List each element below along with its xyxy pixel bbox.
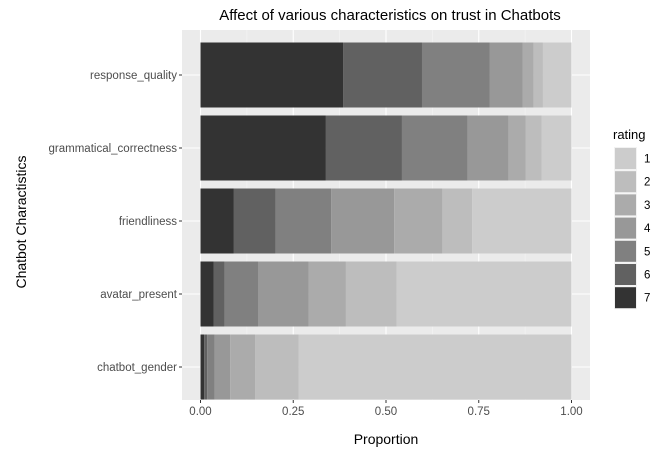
- y-axis: response_quality grammatical_correctnessf…: [49, 70, 182, 374]
- bar-segment-avatar_present-rating-4: [258, 261, 309, 327]
- bar-segment-response_quality-rating-2: [533, 42, 543, 108]
- bar-segment-response_quality-rating-6: [343, 42, 422, 108]
- bar-segment-avatar_present-rating-1: [396, 261, 572, 327]
- chart-title: Affect of various characteristics on tru…: [219, 7, 561, 24]
- bar-segment-chatbot_gender-rating-4: [214, 334, 231, 400]
- x-tick-label: 0.50: [375, 406, 397, 418]
- bar-segment-grammatical_correctness-rating-4: [467, 115, 509, 181]
- legend-swatch-5: [615, 240, 636, 262]
- y-tick-label: avatar_present: [100, 289, 178, 301]
- legend-swatch-7: [615, 287, 636, 309]
- bars: [200, 42, 572, 400]
- x-tick-label: 1.00: [560, 406, 582, 418]
- bar-segment-friendliness-rating-4: [331, 188, 395, 254]
- y-tick-label: friendliness: [119, 216, 177, 228]
- bar-segment-chatbot_gender-rating-2: [255, 334, 299, 400]
- bar-segment-chatbot_gender-rating-6: [204, 334, 208, 400]
- bar-segment-response_quality-rating-1: [542, 42, 572, 108]
- legend-swatch-1: [615, 148, 636, 169]
- x-axis: 0.00 0.25 0.50 0.75 1.00: [189, 400, 583, 418]
- bar-segment-response_quality-rating-4: [489, 42, 523, 108]
- bar-segment-avatar_present-rating-6: [213, 261, 225, 327]
- bar-segment-response_quality-rating-3: [522, 42, 534, 108]
- bar-segment-friendliness-rating-2: [442, 188, 473, 254]
- bar-segment-friendliness-rating-7: [200, 188, 234, 254]
- legend-label: 2: [644, 177, 650, 189]
- bar-segment-chatbot_gender-rating-3: [230, 334, 256, 400]
- bar-segment-chatbot_gender-rating-1: [298, 334, 572, 400]
- x-axis-label: Proportion: [354, 431, 419, 447]
- bar-segment-grammatical_correctness-rating-3: [508, 115, 526, 181]
- x-tick-label: 0.00: [189, 406, 211, 418]
- bar-segment-grammatical_correctness-rating-6: [325, 115, 402, 181]
- legend-swatch-4: [615, 217, 636, 239]
- bar-segment-avatar_present-rating-5: [224, 261, 259, 327]
- legend-label: 5: [644, 246, 650, 258]
- bar-segment-chatbot_gender-rating-7: [200, 334, 205, 400]
- bar-segment-response_quality-rating-5: [421, 42, 490, 108]
- bar-segment-friendliness-rating-5: [275, 188, 332, 254]
- legend-label: 7: [644, 293, 650, 305]
- bar-segment-response_quality-rating-7: [200, 42, 344, 108]
- bar-segment-friendliness-rating-1: [472, 188, 572, 254]
- y-tick-label: chatbot_gender: [97, 362, 177, 374]
- x-tick-label: 0.75: [468, 406, 490, 418]
- bar-segment-avatar_present-rating-7: [200, 261, 214, 327]
- bar-segment-avatar_present-rating-2: [345, 261, 397, 327]
- legend: rating 1 2 3 4 5 6 7: [613, 127, 651, 310]
- legend-label: 3: [644, 200, 650, 212]
- bar-segment-grammatical_correctness-rating-7: [200, 115, 326, 181]
- bar-segment-grammatical_correctness-rating-2: [525, 115, 542, 181]
- bar-segment-grammatical_correctness-rating-5: [401, 115, 468, 181]
- legend-title: rating: [613, 127, 646, 142]
- legend-label: 6: [644, 270, 650, 282]
- legend-label: 1: [644, 154, 650, 166]
- bar-segment-grammatical_correctness-rating-1: [541, 115, 572, 181]
- legend-label: 4: [644, 223, 651, 235]
- bar-segment-chatbot_gender-rating-5: [207, 334, 215, 400]
- bar-segment-friendliness-rating-6: [233, 188, 276, 254]
- legend-swatch-3: [615, 194, 636, 216]
- y-tick-label: grammatical_correctness: [49, 143, 178, 155]
- x-tick-label: 0.25: [282, 406, 304, 418]
- legend-swatch-6: [615, 264, 636, 285]
- legend-swatch-2: [615, 171, 636, 193]
- y-tick-label: response_quality: [90, 70, 177, 82]
- bar-segment-avatar_present-rating-3: [308, 261, 346, 327]
- bar-segment-friendliness-rating-3: [394, 188, 443, 254]
- y-axis-label: Chatbot Charactistics: [13, 155, 29, 288]
